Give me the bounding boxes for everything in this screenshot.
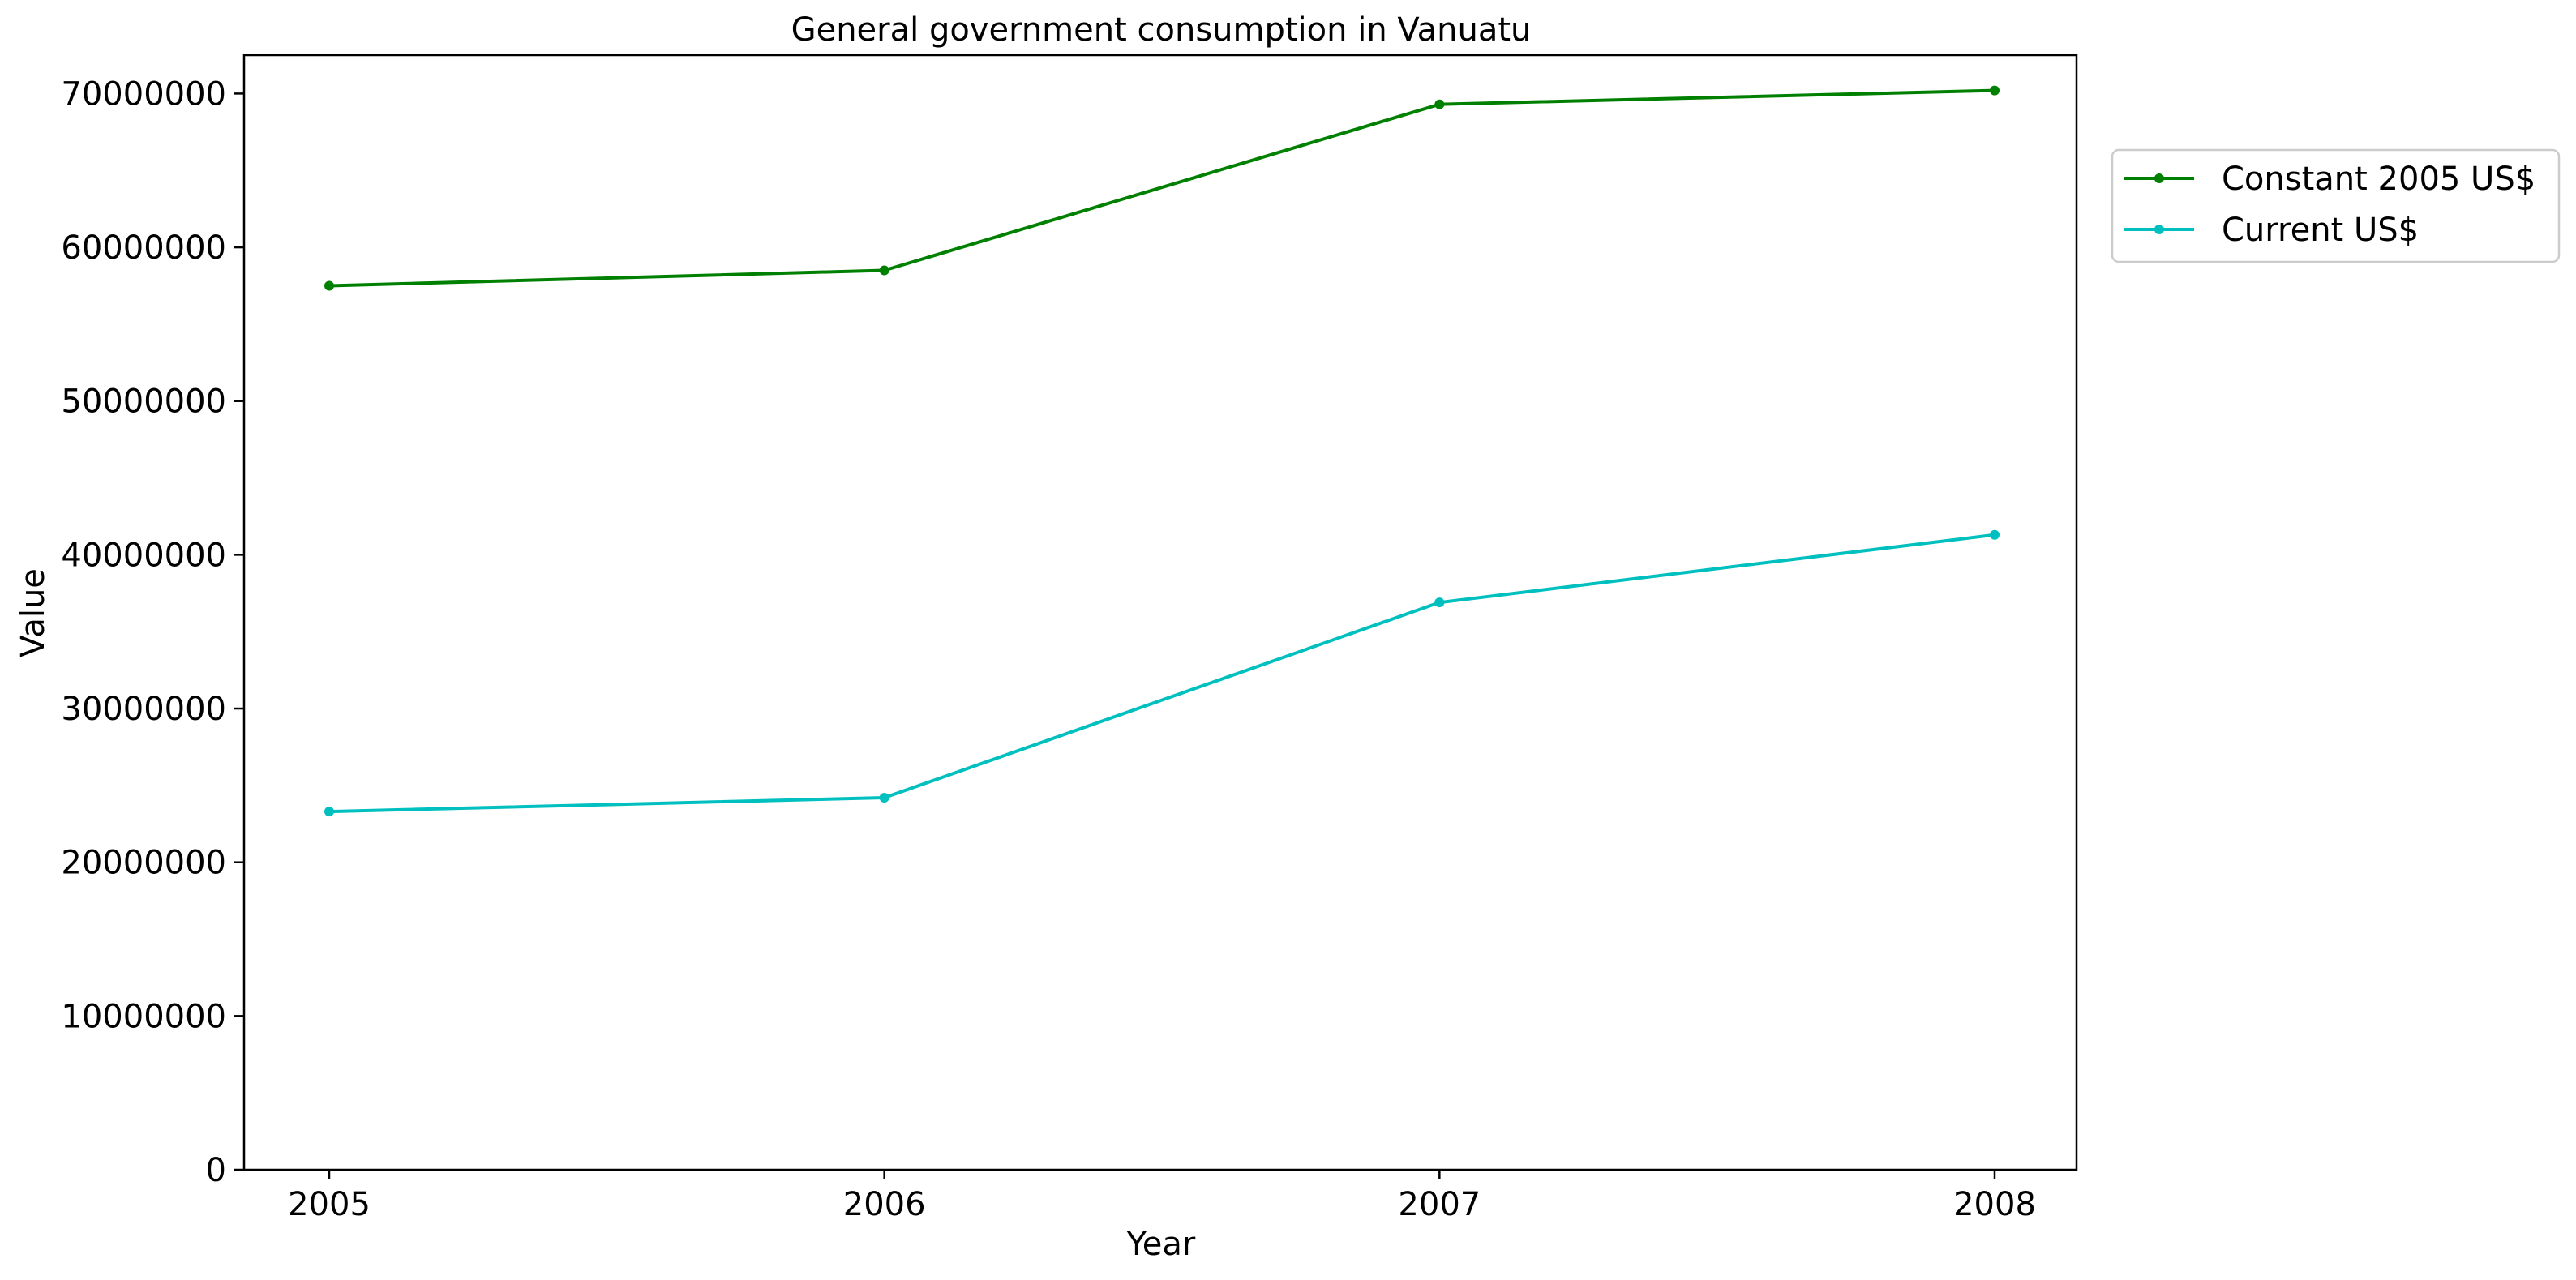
series-1: [324, 529, 2000, 817]
legend-label: Current US$: [2222, 212, 2419, 249]
chart-title: General government consumption in Vanuat…: [791, 11, 1532, 49]
data-point: [324, 280, 334, 291]
data-point: [324, 807, 334, 817]
series-line: [328, 88, 1995, 288]
data-point: [1990, 85, 2000, 96]
series-0: [324, 85, 2000, 291]
data-point: [879, 793, 889, 803]
x-tick-label: 2008: [1953, 1186, 2036, 1223]
data-point: [1434, 597, 1445, 608]
legend-item: Current US$: [2124, 212, 2419, 249]
y-tick-label: 60000000: [61, 229, 226, 267]
data-point: [1990, 529, 2000, 540]
y-axis-ticks: 0 10000000 20000000 30000000 40000000 5000000…: [61, 75, 244, 1189]
legend-item: Constant 2005 US$: [2124, 161, 2535, 198]
series-line: [328, 533, 1995, 814]
data-point: [1434, 99, 1445, 109]
plot-area-frame: [242, 54, 2078, 1171]
x-axis-ticks: 2005 2006 2007 2008: [288, 1170, 2036, 1223]
x-axis-label: Year: [1126, 1226, 1196, 1263]
legend-marker: [2154, 225, 2164, 234]
x-tick-label: 2007: [1398, 1186, 1481, 1223]
x-tick-label: 2006: [843, 1186, 926, 1223]
series-group: [324, 85, 2000, 817]
legend: Constant 2005 US$ Current US$: [2111, 148, 2561, 263]
y-tick-label: 30000000: [61, 691, 226, 728]
legend-marker: [2154, 173, 2164, 183]
legend-label: Constant 2005 US$: [2222, 161, 2535, 198]
y-tick-label: 50000000: [61, 383, 226, 421]
legend-box: [2111, 148, 2561, 263]
data-point: [879, 265, 889, 276]
y-tick-label: 70000000: [61, 75, 226, 113]
y-tick-label: 20000000: [61, 845, 226, 882]
y-tick-label: 0: [206, 1152, 226, 1189]
y-axis-label: Value: [15, 568, 52, 657]
y-tick-label: 10000000: [61, 998, 226, 1035]
x-tick-label: 2005: [288, 1186, 371, 1223]
y-tick-label: 40000000: [61, 537, 226, 574]
